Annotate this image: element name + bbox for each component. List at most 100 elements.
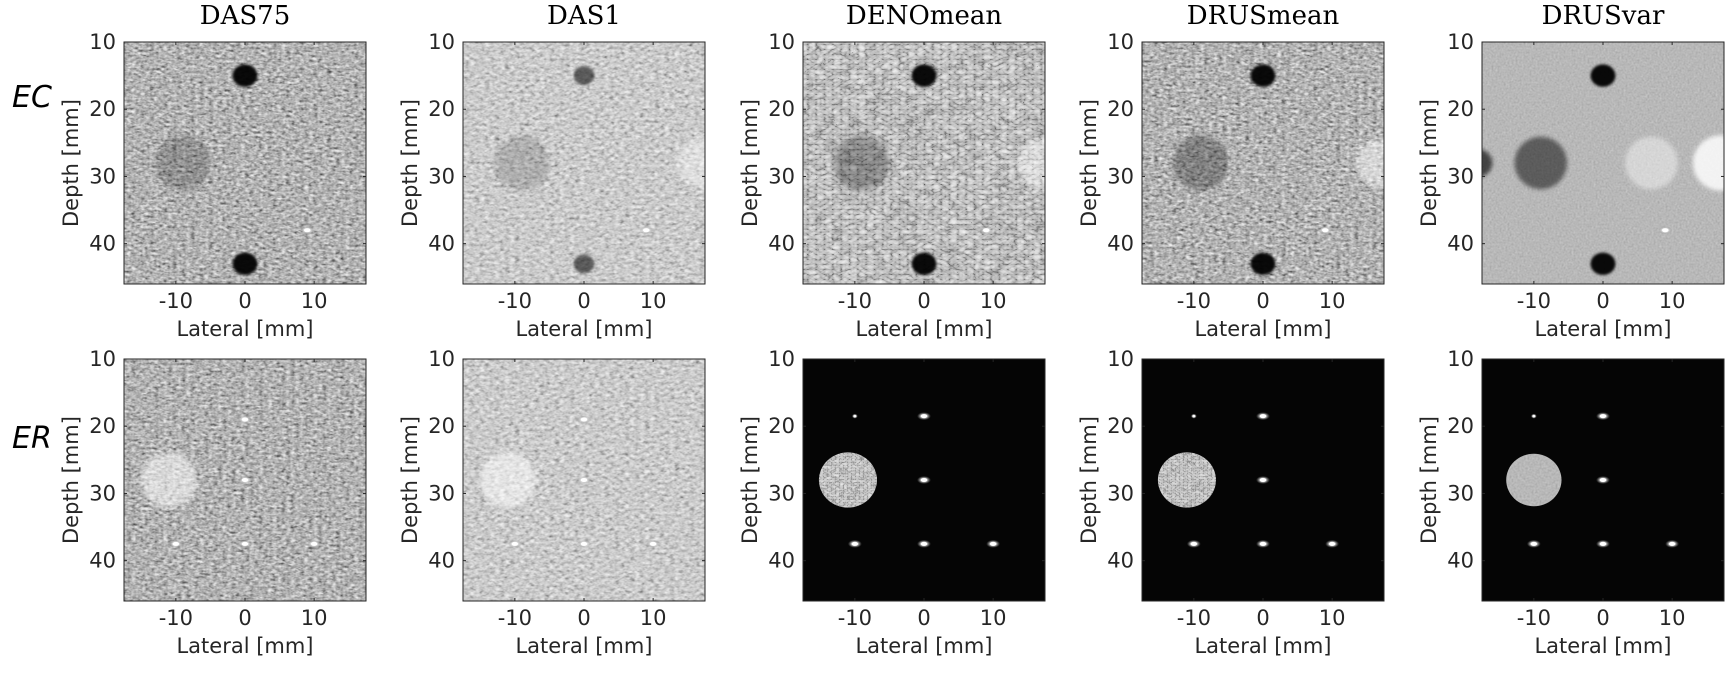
x-axis-label: Lateral [mm] — [515, 634, 652, 658]
y-tick-label: 20 — [768, 414, 795, 438]
hyperechoic-lesion — [1017, 138, 1045, 188]
point-target-core — [643, 228, 650, 233]
x-tick-label: -10 — [1517, 606, 1551, 630]
x-tick-label: -10 — [159, 606, 193, 630]
y-tick-label: 10 — [1107, 347, 1134, 371]
point-target-core — [851, 541, 859, 546]
y-tick-label: 20 — [89, 97, 116, 121]
x-tick-label: 10 — [1659, 606, 1686, 630]
y-tick-label: 30 — [89, 481, 116, 505]
point-target-core — [310, 541, 318, 546]
x-axis-label: Lateral [mm] — [176, 634, 313, 658]
panel-image — [463, 42, 705, 284]
y-tick-label: 40 — [1447, 549, 1474, 573]
y-axis-label: Depth [mm] — [738, 416, 762, 544]
panel-image — [803, 42, 1045, 284]
panel-grid: -10 0 10 10 20 30 40 Lateral [mm] Depth [mm] -10 0… — [59, 30, 1725, 658]
ultrasound-panel: -10 0 10 10 20 30 40 Lateral [mm] Depth [mm] — [1417, 347, 1725, 658]
x-tick-label: 10 — [980, 606, 1007, 630]
smooth-lesion — [1506, 453, 1562, 507]
y-tick-label: 40 — [1447, 232, 1474, 256]
hyperechoic-lesion — [1625, 136, 1678, 190]
column-title: DAS75 — [200, 1, 291, 31]
ultrasound-panel: -10 0 10 10 20 30 40 Lateral [mm] Depth [mm] — [1077, 30, 1385, 341]
point-target-core — [580, 478, 588, 482]
y-tick-label: 30 — [768, 481, 795, 505]
y-tick-label: 30 — [1447, 481, 1474, 505]
panel-image — [1482, 42, 1724, 284]
ultrasound-panel: -10 0 10 10 20 30 40 Lateral [mm] Depth [mm] — [398, 30, 706, 341]
x-axis-label: Lateral [mm] — [176, 317, 313, 341]
y-tick-label: 20 — [1107, 97, 1134, 121]
ultrasound-panel: -10 0 10 10 20 30 40 Lateral [mm] Depth [mm] — [1077, 347, 1385, 658]
y-tick-label: 10 — [89, 347, 116, 371]
x-axis-label: Lateral [mm] — [515, 317, 652, 341]
y-tick-label: 20 — [89, 414, 116, 438]
hypoechoic-lesion — [155, 135, 211, 191]
point-target-core — [920, 478, 928, 482]
y-axis-label: Depth [mm] — [1417, 416, 1441, 544]
point-target-core — [304, 228, 311, 233]
y-tick-label: 40 — [428, 549, 455, 573]
anechoic-cyst — [573, 66, 595, 85]
x-tick-label: -10 — [498, 606, 532, 630]
x-tick-label: 10 — [640, 289, 667, 313]
hypoechoic-lesion — [834, 135, 890, 191]
x-axis-label: Lateral [mm] — [1194, 317, 1331, 341]
hypoechoic-lesion — [1482, 149, 1493, 177]
anechoic-cyst — [232, 252, 258, 276]
x-tick-label: 10 — [640, 606, 667, 630]
x-tick-label: -10 — [498, 289, 532, 313]
ultrasound-panel: -10 0 10 10 20 30 40 Lateral [mm] Depth [mm] — [59, 30, 367, 341]
x-tick-label: 0 — [577, 289, 590, 313]
y-tick-label: 10 — [1107, 30, 1134, 54]
hyperechoic-lesion — [480, 452, 536, 508]
point-target-core — [511, 541, 519, 546]
ultrasound-panel: -10 0 10 10 20 30 40 Lateral [mm] Depth [mm] — [59, 347, 367, 658]
anechoic-cyst — [1250, 64, 1276, 87]
y-tick-label: 10 — [89, 30, 116, 54]
y-tick-label: 20 — [768, 97, 795, 121]
y-tick-label: 40 — [1107, 232, 1134, 256]
x-tick-label: -10 — [1517, 289, 1551, 313]
x-tick-label: -10 — [159, 289, 193, 313]
y-axis-label: Depth [mm] — [1417, 99, 1441, 227]
column-title: DENOmean — [846, 1, 1002, 31]
point-target-core — [1532, 414, 1536, 418]
x-tick-label: 0 — [1256, 289, 1269, 313]
y-axis-label: Depth [mm] — [1077, 99, 1101, 227]
point-target-core — [1599, 541, 1607, 546]
panel-image — [124, 42, 366, 284]
y-tick-label: 30 — [428, 164, 455, 188]
y-axis-label: Depth [mm] — [398, 416, 422, 544]
x-axis-label: Lateral [mm] — [1194, 634, 1331, 658]
x-tick-label: 0 — [238, 289, 251, 313]
y-tick-label: 10 — [1447, 347, 1474, 371]
x-tick-label: 10 — [1319, 289, 1346, 313]
y-tick-label: 30 — [1107, 164, 1134, 188]
y-tick-label: 30 — [428, 481, 455, 505]
hypoechoic-lesion — [1514, 136, 1568, 190]
hyperechoic-lesion — [141, 452, 197, 508]
y-tick-label: 20 — [428, 414, 455, 438]
ultrasound-panel: -10 0 10 10 20 30 40 Lateral [mm] Depth [mm] — [738, 30, 1046, 341]
x-tick-label: 10 — [301, 289, 328, 313]
y-axis-label: Depth [mm] — [738, 99, 762, 227]
point-target-core — [241, 417, 249, 422]
point-target-core — [1322, 228, 1329, 233]
x-tick-label: -10 — [1177, 289, 1211, 313]
hypoechoic-lesion — [494, 135, 550, 191]
panel-image — [1142, 42, 1384, 284]
y-tick-label: 10 — [768, 30, 795, 54]
x-tick-label: -10 — [1177, 606, 1211, 630]
x-tick-label: 0 — [577, 606, 590, 630]
point-target-core — [983, 228, 990, 233]
point-target-core — [1530, 541, 1538, 546]
y-tick-label: 10 — [428, 30, 455, 54]
x-axis-label: Lateral [mm] — [1534, 317, 1671, 341]
x-tick-label: 0 — [1596, 289, 1609, 313]
point-target-core — [1599, 478, 1607, 482]
anechoic-cyst — [1590, 64, 1616, 87]
x-axis-label: Lateral [mm] — [855, 317, 992, 341]
